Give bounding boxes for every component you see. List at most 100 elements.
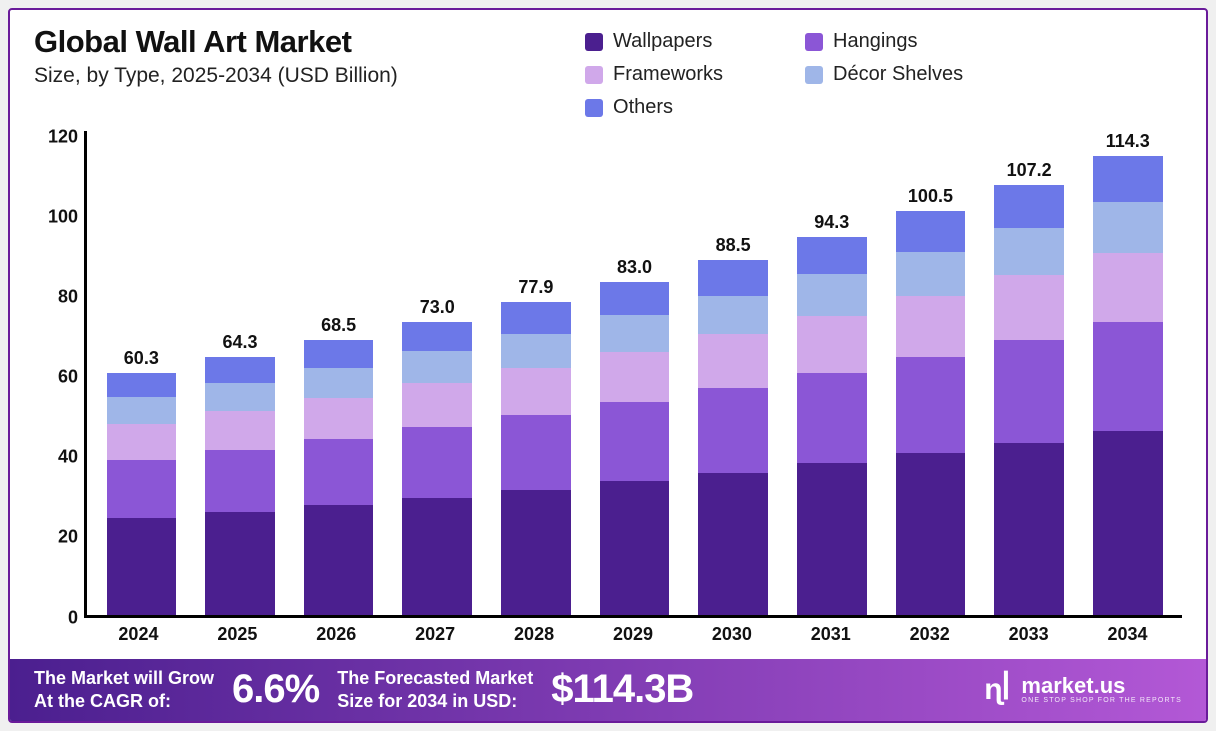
legend-label: Hangings — [833, 30, 918, 53]
x-tick-label: 2028 — [486, 624, 583, 645]
bar-stack — [402, 322, 472, 615]
x-tick-label: 2029 — [585, 624, 682, 645]
x-tick-label: 2030 — [683, 624, 780, 645]
bar-segment — [698, 388, 768, 473]
brand: ɳꟾ market.us ONE STOP SHOP FOR THE REPOR… — [984, 672, 1182, 707]
bar-column: 107.2 — [981, 131, 1078, 615]
x-tick-label: 2025 — [189, 624, 286, 645]
bar-segment — [402, 351, 472, 383]
bar-segment — [402, 498, 472, 615]
bar-segment — [797, 316, 867, 373]
bar-segment — [698, 260, 768, 296]
bar-column: 83.0 — [586, 131, 683, 615]
bar-segment — [896, 453, 966, 614]
bar-segment — [402, 427, 472, 497]
bar-segment — [600, 402, 670, 482]
bar-segment — [698, 473, 768, 615]
x-tick-label: 2026 — [288, 624, 385, 645]
bar-stack — [1093, 156, 1163, 615]
bar-segment — [797, 237, 867, 275]
y-tick-label: 80 — [58, 286, 78, 307]
bar-segment — [107, 460, 177, 518]
legend-item: Hangings — [805, 30, 985, 53]
legend-item: Décor Shelves — [805, 63, 985, 86]
bar-segment — [501, 490, 571, 615]
x-axis: 2024202520262027202820292030203120322033… — [34, 618, 1182, 659]
forecast-label: The Forecasted Market Size for 2034 in U… — [337, 667, 533, 712]
bar-segment — [600, 315, 670, 351]
bar-segment — [994, 443, 1064, 615]
y-tick-label: 100 — [48, 206, 78, 227]
x-tick-label: 2024 — [90, 624, 187, 645]
bar-segment — [896, 296, 966, 357]
bar-segment — [698, 334, 768, 387]
x-tick-label: 2032 — [881, 624, 978, 645]
legend-swatch — [585, 99, 603, 117]
bar-stack — [107, 373, 177, 614]
bar-segment — [896, 357, 966, 454]
bar-segment — [107, 373, 177, 397]
bar-segment — [304, 439, 374, 505]
chart-card: Global Wall Art Market Size, by Type, 20… — [8, 8, 1208, 723]
bar-segment — [600, 352, 670, 402]
bar-total-label: 94.3 — [814, 212, 849, 233]
bar-segment — [501, 415, 571, 490]
y-axis: 020406080100120 — [34, 131, 84, 618]
bar-total-label: 114.3 — [1106, 131, 1150, 152]
bar-total-label: 77.9 — [518, 277, 553, 298]
chart-title: Global Wall Art Market — [34, 24, 585, 60]
bar-segment — [797, 274, 867, 316]
bar-segment — [994, 275, 1064, 340]
y-tick-label: 40 — [58, 447, 78, 468]
bar-column: 88.5 — [685, 131, 782, 615]
bar-stack — [205, 357, 275, 614]
chart-area: 020406080100120 60.364.368.573.077.983.0… — [10, 123, 1206, 659]
bar-stack — [896, 211, 966, 614]
footer-banner: The Market will Grow At the CAGR of: 6.6… — [10, 659, 1206, 721]
bar-column: 100.5 — [882, 131, 979, 615]
bar-column: 64.3 — [192, 131, 289, 615]
bar-segment — [402, 383, 472, 427]
chart-subtitle: Size, by Type, 2025-2034 (USD Billion) — [34, 64, 585, 88]
bar-stack — [600, 282, 670, 615]
bar-segment — [501, 334, 571, 368]
x-tick-label: 2027 — [387, 624, 484, 645]
bar-segment — [205, 411, 275, 449]
bar-segment — [205, 383, 275, 411]
bar-segment — [107, 397, 177, 423]
cagr-value: 6.6% — [232, 667, 319, 712]
legend: Wallpapers Hangings Frameworks Décor Shelve… — [585, 24, 1182, 119]
bar-column: 60.3 — [93, 131, 190, 615]
legend-label: Décor Shelves — [833, 63, 963, 86]
bars-area: 60.364.368.573.0 77.9 83.088.5 94.3 100.5107… — [84, 131, 1182, 618]
bar-column: 68.5 — [290, 131, 387, 615]
y-tick-label: 0 — [68, 607, 78, 628]
bar-segment — [304, 368, 374, 398]
bar-segment — [205, 450, 275, 512]
legend-swatch — [805, 66, 823, 84]
bar-segment — [107, 518, 177, 615]
legend-label: Wallpapers — [613, 30, 712, 53]
bar-segment — [896, 252, 966, 296]
bar-segment — [994, 228, 1064, 275]
cagr-label: The Market will Grow At the CAGR of: — [34, 667, 214, 712]
bar-stack — [501, 302, 571, 614]
legend-item: Wallpapers — [585, 30, 765, 53]
bar-stack — [797, 237, 867, 615]
legend-label: Others — [613, 96, 673, 119]
bar-segment — [797, 373, 867, 464]
legend-swatch — [805, 33, 823, 51]
bar-segment — [107, 424, 177, 460]
y-tick-label: 120 — [48, 126, 78, 147]
legend-label: Frameworks — [613, 63, 723, 86]
bar-segment — [994, 185, 1064, 228]
bar-segment — [501, 368, 571, 415]
bar-segment — [600, 282, 670, 315]
bar-segment — [994, 340, 1064, 443]
legend-swatch — [585, 66, 603, 84]
bar-column: 73.0 — [389, 131, 486, 615]
bar-segment — [304, 505, 374, 615]
x-tick-label: 2033 — [980, 624, 1077, 645]
bar-column: 94.3 — [783, 131, 880, 615]
bar-stack — [698, 260, 768, 615]
